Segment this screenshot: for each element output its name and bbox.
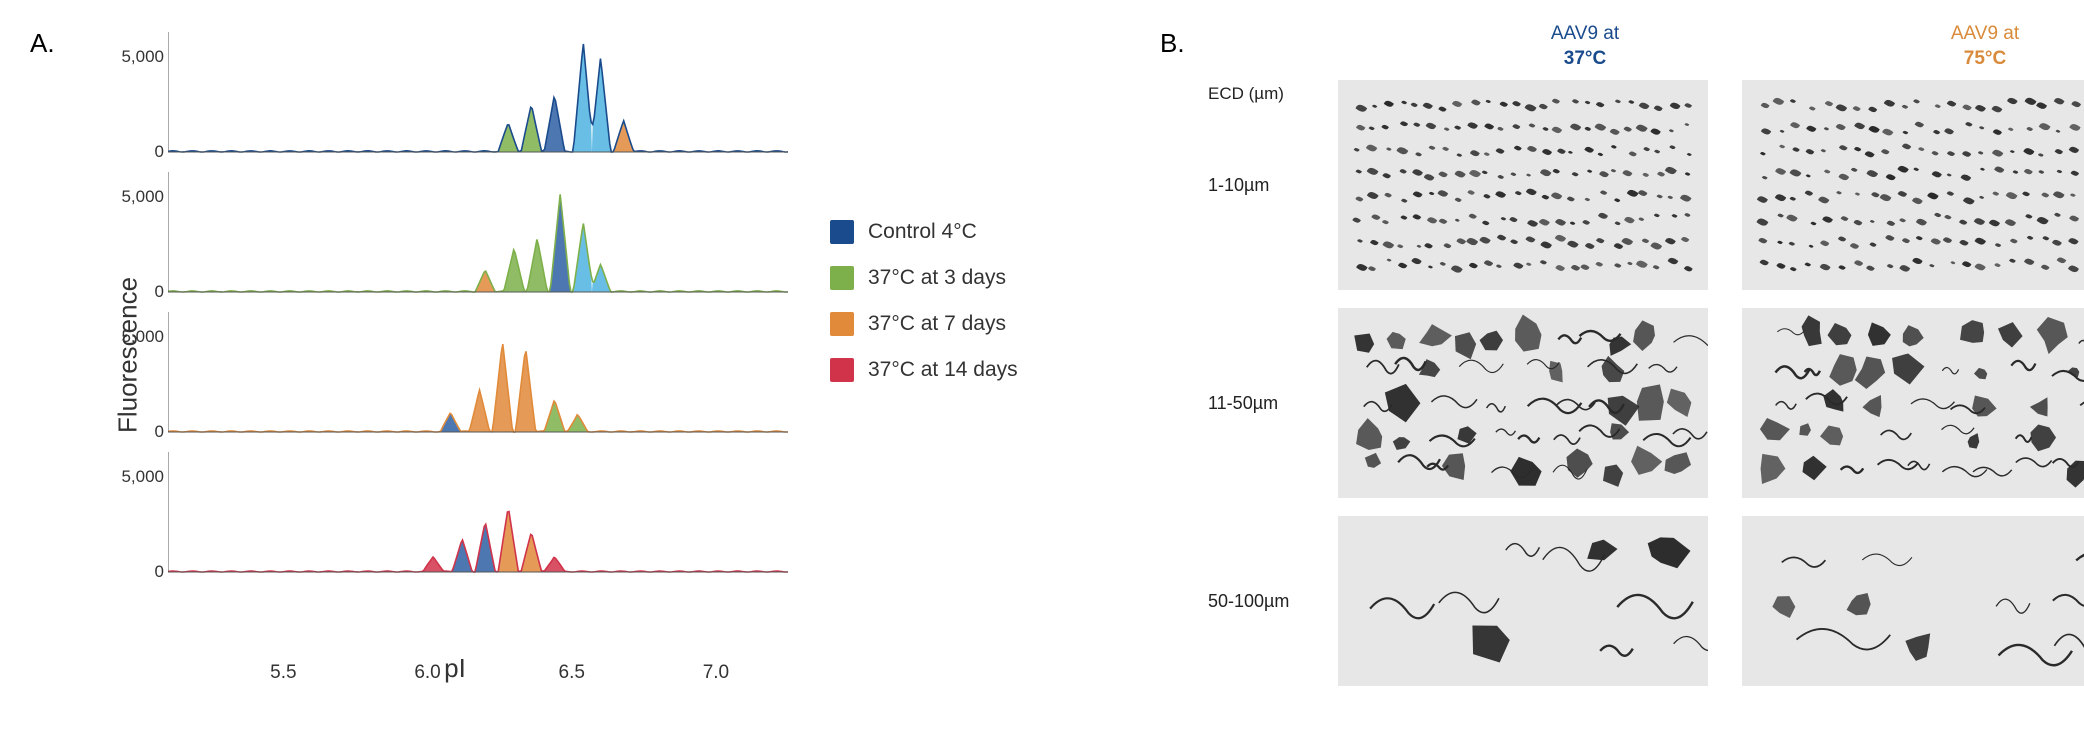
panel-b-row: 50-100µm [1208,516,2084,686]
panel-a-label: A. [30,28,55,59]
legend-item: 37°C at 14 days [830,358,1018,382]
legend-swatch [830,266,854,290]
b-cells [1338,516,2084,686]
row-label: 1-10µm [1208,175,1338,196]
legend-item: Control 4°C [830,220,1018,244]
legend-swatch [830,220,854,244]
panel-b-row: 11-50µm [1208,308,2084,498]
y-tick: 5,000 [112,327,164,347]
legend-label: 37°C at 7 days [868,312,1006,336]
legend-item: 37°C at 3 days [830,266,1018,290]
particle-image-cell [1742,80,2084,290]
legend: Control 4°C 37°C at 3 days 37°C at 7 days 3… [830,220,1018,710]
particle-image-cell [1338,308,1708,498]
x-tick: 6.0 [414,662,440,684]
panel-b-rows: 1-10µm 11-50µm 50-100µm [1208,80,2084,686]
particle-image-cell [1742,308,2084,498]
subplot-0: 05,000 [168,30,788,170]
y-tick: 0 [112,282,164,302]
subplot-2: 05,000 [168,310,788,450]
y-tick: 5,000 [112,467,164,487]
y-tick: 0 [112,422,164,442]
subplot-1: 05,000 [168,170,788,310]
row-label: 11-50µm [1208,393,1338,414]
y-tick: 0 [112,562,164,582]
chart-wrapper: Fluorescence 05,00005,00005,00005,000 5.… [120,30,790,680]
panel-b: B. AAV9 at37°CAAV9 at75°C ECD (µm) 1-10µ… [1160,20,2054,710]
x-axis-label: pI [444,653,466,684]
y-tick: 0 [112,142,164,162]
subplots-container: 05,00005,00005,00005,000 [120,30,790,590]
y-tick: 5,000 [112,187,164,207]
row-label: 50-100µm [1208,591,1338,612]
legend-item: 37°C at 7 days [830,312,1018,336]
panel-b-col-header: AAV9 at37°C [1385,22,1785,71]
x-tick: 6.5 [559,662,585,684]
subplot-3: 05,000 [168,450,788,590]
x-tick: 7.0 [703,662,729,684]
legend-swatch [830,312,854,336]
legend-swatch [830,358,854,382]
particle-image-cell [1338,516,1708,686]
legend-label: 37°C at 14 days [868,358,1018,382]
panel-a: A. Fluorescence 05,00005,00005,00005,000… [30,20,1150,710]
panel-b-row: 1-10µm [1208,80,2084,290]
particle-image-cell [1338,80,1708,290]
figure-container: A. Fluorescence 05,00005,00005,00005,000… [0,0,2084,730]
b-cells [1338,308,2084,498]
panel-b-label: B. [1160,28,1185,59]
legend-label: 37°C at 3 days [868,266,1006,290]
y-tick: 5,000 [112,47,164,67]
panel-b-col-header: AAV9 at75°C [1785,22,2084,71]
b-cells [1338,80,2084,290]
legend-label: Control 4°C [868,220,977,244]
particle-image-cell [1742,516,2084,686]
x-tick: 5.5 [270,662,296,684]
panel-b-col-headers: AAV9 at37°CAAV9 at75°C [1385,22,2084,71]
